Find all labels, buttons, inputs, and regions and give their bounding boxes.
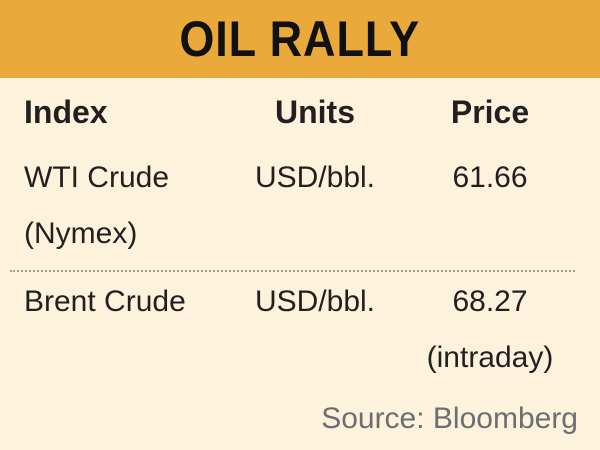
row-separator	[10, 270, 575, 272]
column-header: Price	[450, 94, 530, 130]
source: Source: Bloomberg	[321, 402, 578, 435]
cell-line: 61.66	[452, 161, 528, 194]
table-cell: 68.27 (intraday)	[410, 274, 570, 386]
table-cell: 61.66	[410, 150, 570, 206]
table-cell: WTI Crude (Nymex)	[24, 150, 254, 262]
cell-line: (intraday)	[426, 341, 554, 374]
header: OIL RALLY	[0, 0, 600, 78]
table-cell: USD/bbl.	[230, 274, 400, 330]
cell-line: WTI Crude	[24, 161, 170, 194]
cell-line: 68.27	[452, 285, 528, 318]
table-cell: Brent Crude	[24, 274, 254, 330]
column-header: Units	[275, 94, 355, 130]
column-header: Index	[24, 94, 108, 130]
cell-line: USD/bbl.	[254, 161, 376, 194]
table-cell: USD/bbl.	[230, 150, 400, 206]
cell-line: (Nymex)	[24, 217, 138, 250]
title: OIL RALLY	[179, 11, 421, 67]
cell-line: Brent Crude	[24, 285, 186, 318]
cell-line: USD/bbl.	[254, 285, 376, 318]
